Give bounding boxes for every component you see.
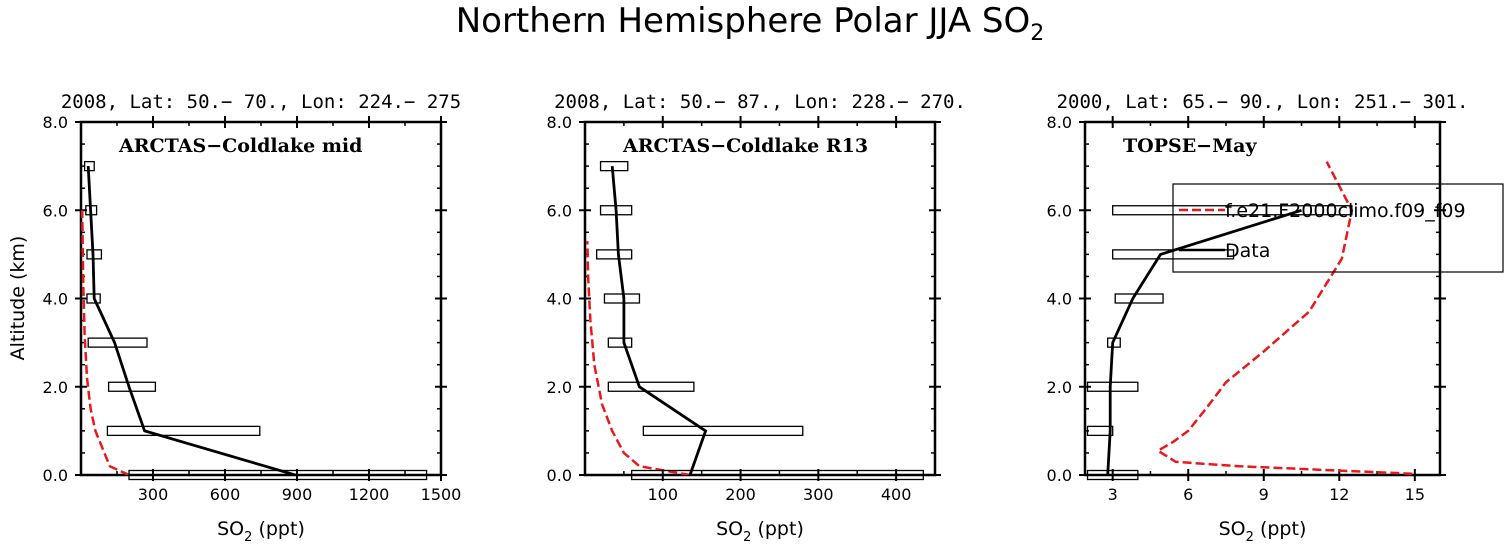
- x-tick-label: 1200: [349, 485, 390, 504]
- panel-label: ARCTAS−Coldlake R13: [622, 135, 868, 157]
- data-range-box: [631, 469, 924, 481]
- x-tick-label: 300: [138, 485, 169, 504]
- x-axis-label-subscript: 2: [244, 530, 252, 545]
- plot-area: [586, 165, 708, 475]
- legend-label: Data: [1225, 240, 1270, 262]
- y-tick-label: 8.0: [547, 113, 572, 132]
- y-tick-label: 2.0: [43, 378, 68, 397]
- panel-top-label: 2008, Lat: 50.− 70., Lon: 224.− 275: [61, 91, 461, 113]
- data-range-box: [106, 425, 261, 437]
- panel-label: ARCTAS−Coldlake mid: [118, 135, 362, 157]
- y-tick-label: 2.0: [1047, 378, 1072, 397]
- data-range-box: [596, 249, 633, 260]
- plot-area: [81, 166, 296, 475]
- data-range-box: [642, 425, 804, 437]
- y-tick-label: 6.0: [1047, 201, 1072, 220]
- x-tick-label: 100: [648, 485, 679, 504]
- figure-title-text: Northern Hemisphere Polar JJA SO: [456, 1, 1031, 41]
- legend-label: f.e21.F2000climo.f09_f09: [1225, 200, 1466, 222]
- data-range-box: [85, 205, 98, 216]
- legend: f.e21.F2000climo.f09_f09 Data: [1172, 183, 1504, 273]
- y-tick-label: 6.0: [547, 201, 572, 220]
- model-profile-line: [586, 241, 691, 475]
- x-tick-label: 200: [725, 485, 756, 504]
- data-range-box: [607, 337, 633, 348]
- plot-area: [1106, 161, 1413, 475]
- plot-frame: [1083, 120, 1442, 477]
- data-range-box: [603, 293, 641, 304]
- x-tick-label: 12: [1329, 485, 1349, 504]
- y-tick-label: 4.0: [1047, 290, 1072, 309]
- x-tick-label: 9: [1259, 485, 1269, 504]
- plot-frame: [583, 120, 937, 477]
- data-range-box: [599, 205, 633, 216]
- y-tick-label: 4.0: [547, 290, 572, 309]
- data-range-box: [86, 293, 101, 304]
- data-range-box: [1086, 425, 1114, 437]
- x-axis-label-subscript: 2: [1246, 530, 1254, 545]
- panel-1: 0.0 2.0 4.0 6.0 8.0 300 600 900 1200 1500 SO2 (ppt…: [43, 91, 462, 545]
- y-tick-label: 0.0: [547, 466, 572, 485]
- data-range-box: [87, 337, 148, 348]
- x-axis-label-subscript: 2: [743, 530, 751, 545]
- x-tick-label: 1500: [421, 485, 462, 504]
- y-tick-label: 4.0: [43, 290, 68, 309]
- x-tick-label: 300: [803, 485, 834, 504]
- x-axis-label-unit: (ppt): [1254, 518, 1306, 540]
- x-axis-label-text: SO: [716, 518, 743, 540]
- x-tick-label: 3: [1108, 485, 1118, 504]
- data-range-box: [86, 249, 103, 260]
- data-range-box: [1114, 293, 1164, 304]
- legend-box: [1172, 183, 1504, 273]
- panel-top-label: 2000, Lat: 65.− 90., Lon: 251.− 301.: [1057, 91, 1469, 113]
- data-range-box: [599, 160, 629, 172]
- y-axis-label: Altitude (km): [7, 236, 29, 361]
- x-tick-label: 400: [881, 485, 912, 504]
- data-profile-line: [86, 166, 296, 475]
- y-tick-label: 8.0: [43, 113, 68, 132]
- data-range-box: [128, 469, 428, 481]
- x-axis-label-unit: (ppt): [252, 518, 304, 540]
- x-tick-label: 15: [1405, 485, 1425, 504]
- data-range-box: [107, 381, 157, 392]
- data-range-box: [1112, 205, 1353, 216]
- data-profile-line: [610, 165, 708, 475]
- data-range-box: [1086, 469, 1139, 481]
- y-tick-label: 0.0: [1047, 466, 1072, 485]
- x-axis-label-unit: (ppt): [751, 518, 803, 540]
- data-range-box: [1107, 337, 1121, 348]
- figure-title-subscript: 2: [1030, 21, 1044, 46]
- y-tick-label: 2.0: [547, 378, 572, 397]
- panel-3: 0.0 2.0 4.0 6.0 8.0 3 6 9 12 15 SO2 (ppt) 2000, Lat…: [1047, 91, 1504, 545]
- model-profile-line: [1155, 161, 1413, 475]
- data-range-box: [1086, 381, 1139, 392]
- model-profile-line: [81, 210, 130, 475]
- y-tick-label: 6.0: [43, 201, 68, 220]
- panel-label: TOPSE−May: [1123, 135, 1257, 157]
- y-tick-label: 0.0: [43, 466, 68, 485]
- data-range-box: [607, 381, 695, 392]
- x-axis-label-text: SO: [1219, 518, 1246, 540]
- x-tick-label: 600: [210, 485, 241, 504]
- x-axis-label-text: SO: [217, 518, 244, 540]
- x-tick-label: 6: [1183, 485, 1193, 504]
- panel-top-label: 2008, Lat: 50.− 87., Lon: 228.− 270.: [554, 91, 966, 113]
- figure-title: Northern Hemisphere Polar JJA SO2: [456, 1, 1045, 46]
- x-axis-label: SO2 (ppt): [1219, 518, 1307, 545]
- plot-frame: [79, 120, 443, 477]
- panel-2: 0.0 2.0 4.0 6.0 8.0 100 200 300 400 SO2 (ppt) 2008…: [547, 91, 966, 545]
- x-tick-label: 900: [282, 485, 313, 504]
- x-axis-label: SO2 (ppt): [217, 518, 305, 545]
- data-profile-line: [1106, 208, 1302, 475]
- x-axis-label: SO2 (ppt): [716, 518, 804, 545]
- data-range-box: [83, 160, 95, 172]
- y-tick-label: 8.0: [1047, 113, 1072, 132]
